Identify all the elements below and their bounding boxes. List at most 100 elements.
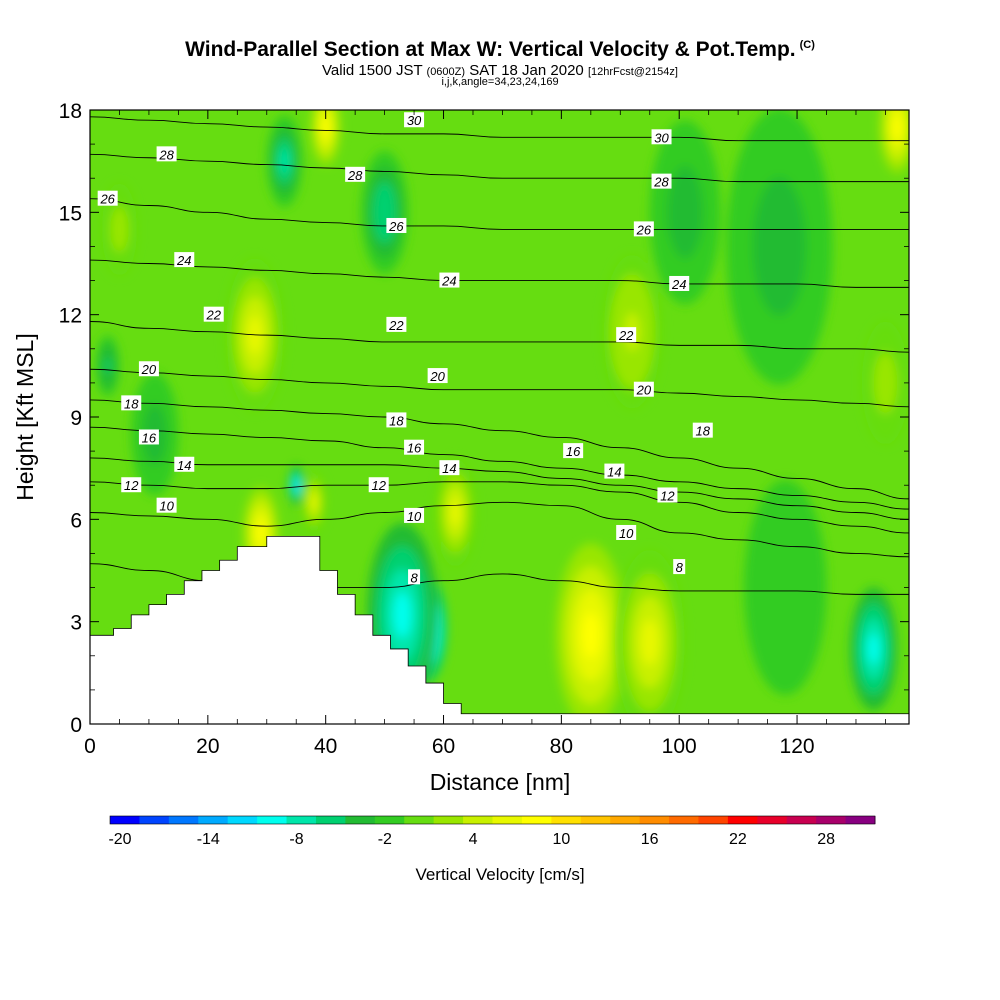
contour-label-bg	[174, 456, 195, 472]
contour-label-text: 10	[619, 526, 634, 541]
colorbar-swatch	[404, 816, 435, 824]
contour-label: 24	[669, 275, 690, 292]
colorbar-swatch	[786, 816, 817, 824]
isentrope-26	[90, 198, 909, 230]
w-field-feature	[450, 499, 461, 526]
chart-subtitle: Valid 1500 JST (0600Z) SAT 18 Jan 2020 […	[0, 62, 1000, 79]
contour-label-bg	[651, 173, 672, 189]
isentrope-30	[90, 116, 909, 142]
contour-label-text: 10	[159, 499, 174, 514]
contour-label-text: 16	[566, 444, 581, 459]
contour-label-text: 18	[696, 424, 711, 439]
contour-label-text: 24	[671, 277, 686, 292]
contour-label-bg	[651, 129, 672, 145]
colorbar-swatch	[345, 816, 376, 824]
contour-label-text: 30	[654, 130, 669, 145]
colorbar-swatch	[463, 816, 493, 824]
contour-label-text: 26	[636, 222, 652, 237]
contour-label: 24	[174, 252, 195, 268]
isentrope-12	[90, 481, 909, 534]
contour-label-text: 28	[347, 168, 363, 183]
x-tick-label: 80	[550, 735, 573, 758]
isentrope-14	[90, 457, 909, 520]
colorbar-swatch	[610, 816, 641, 824]
contour-label-bg	[657, 487, 678, 503]
y-tick-label: 9	[70, 407, 82, 430]
contour-label-bg	[156, 497, 177, 513]
terrain-profile	[90, 535, 909, 724]
contour-label-text: 14	[607, 465, 621, 480]
contour-label: 18	[121, 395, 142, 411]
contour-label-text: 18	[389, 413, 404, 428]
colorbar-swatch	[551, 816, 582, 824]
x-tick-label: 20	[196, 735, 219, 758]
contour-label: 10	[156, 497, 177, 514]
contour-label-text: 26	[388, 219, 404, 234]
colorbar-tick-label: 22	[729, 831, 747, 848]
colorbar-swatch	[816, 816, 847, 824]
contour-label-bg	[439, 460, 460, 476]
contour-label: 20	[633, 381, 654, 398]
colorbar-swatch	[757, 816, 788, 824]
colorbar-swatch	[639, 816, 670, 824]
contour-label: 28	[156, 146, 177, 162]
colorbar-swatch	[580, 816, 611, 824]
contour-label-text: 22	[205, 308, 221, 323]
contour-label: 16	[563, 443, 584, 459]
contour-label: 26	[633, 221, 654, 237]
contour-label: 20	[138, 361, 159, 377]
contour-label-text: 24	[176, 253, 191, 268]
contour-label-text: 12	[660, 488, 675, 503]
contour-label-bg	[138, 361, 159, 377]
contour-label-text: 20	[429, 369, 445, 384]
chart-title-text: Wind-Parallel Section at Max W: Vertical…	[185, 38, 796, 61]
w-field-feature	[774, 560, 796, 615]
x-axis-title: Distance [nm]	[430, 769, 571, 795]
colorbar-swatch	[110, 816, 140, 824]
contour-label-bg	[174, 252, 195, 268]
x-tick-label: 0	[84, 735, 96, 758]
colorbar-swatch	[433, 816, 464, 824]
contour-label-text: 22	[388, 318, 404, 333]
colorbar-tick-label: 28	[817, 831, 835, 848]
chart-title: Wind-Parallel Section at Max W: Vertical…	[0, 38, 1000, 62]
colorbar-swatch	[698, 816, 729, 824]
contour-label-text: 8	[676, 560, 684, 575]
w-field-feature	[640, 619, 659, 666]
contour-label: 8	[673, 559, 686, 575]
y-tick-label: 18	[59, 100, 82, 123]
w-field-feature	[280, 149, 289, 173]
contour-label: 14	[439, 460, 460, 476]
w-field-feature	[322, 117, 330, 137]
contour-label-bg	[604, 463, 625, 479]
contour-label: 30	[651, 129, 672, 145]
x-tick-label: 100	[662, 735, 697, 758]
colorbar: -20 -14 -8 -2 4 10 16 22 28	[108, 815, 876, 848]
contour-label: 14	[604, 463, 625, 480]
contour-label-text: 14	[177, 458, 191, 473]
isentrope-18	[90, 399, 909, 500]
colorbar-tick-label: -2	[378, 831, 392, 848]
contour-label-bg	[404, 439, 425, 455]
isentrope-28	[90, 153, 909, 183]
contour-label-bg	[345, 166, 366, 182]
contour-label: 28	[651, 173, 672, 190]
colorbar-frame	[109, 815, 876, 825]
contour-label: 16	[404, 439, 425, 456]
colorbar-tick-label: -20	[108, 831, 131, 848]
colorbar-swatch	[227, 816, 258, 824]
colorbar-swatch	[139, 816, 170, 824]
isentrope-20	[90, 368, 909, 408]
contour-label-text: 12	[124, 478, 139, 493]
w-field-feature	[879, 367, 892, 399]
y-tick-label: 12	[59, 305, 82, 328]
contour-label: 26	[97, 190, 118, 207]
colorbar-swatch	[727, 816, 758, 824]
w-field-feature	[104, 358, 111, 374]
contour-label: 14	[174, 456, 195, 473]
contour-label-bg	[616, 524, 637, 540]
w-field-feature	[581, 612, 600, 659]
isentrope-16	[90, 426, 909, 510]
w-field-feature	[766, 211, 793, 281]
contour-label-text: 10	[407, 509, 422, 524]
